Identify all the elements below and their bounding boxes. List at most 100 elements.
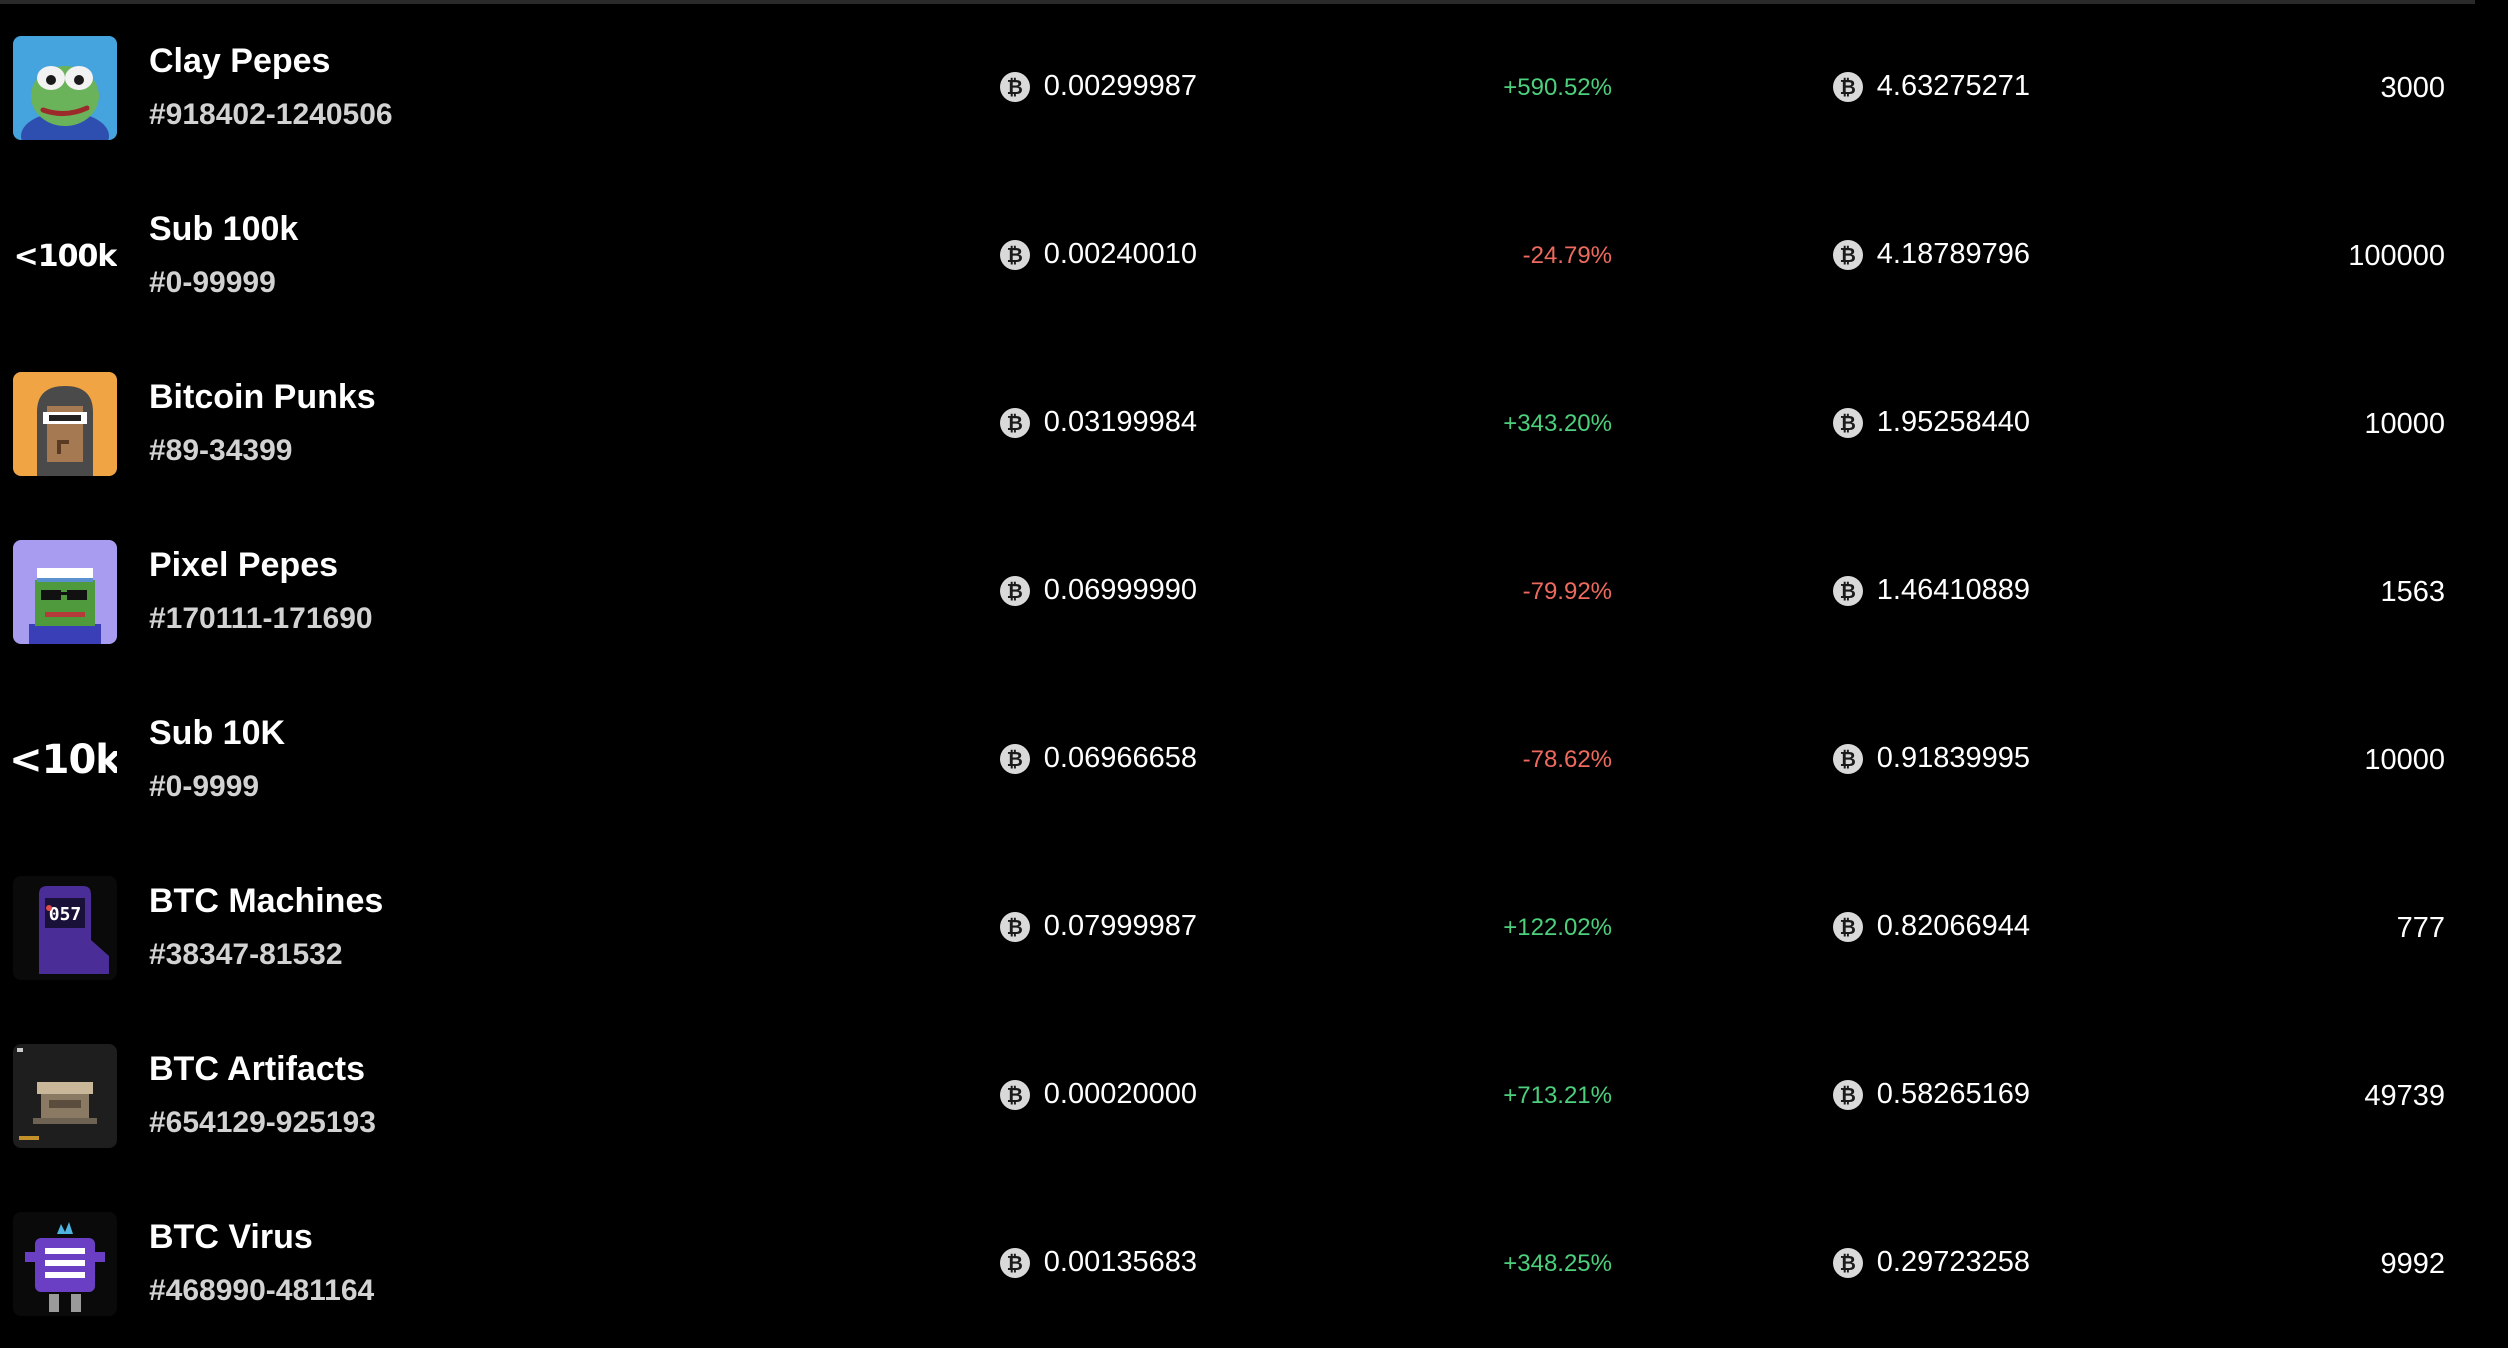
floor-price-value: 0.00299987 (1043, 70, 1197, 102)
supply: 10000 (2364, 408, 2445, 440)
volume: ₿ 1.46410889 (1832, 574, 2030, 607)
collection-row-btc-virus[interactable]: BTC Virus #468990-481164 ₿ 0.00135683 +3… (0, 1180, 2508, 1348)
floor-price-value: 0.06999990 (1043, 574, 1197, 606)
collection-name[interactable]: Clay Pepes (149, 42, 331, 80)
btc-artifact-image (13, 1044, 117, 1148)
btc-virus-thumbnail (13, 1212, 117, 1316)
collection-name[interactable]: BTC Virus (149, 1218, 313, 1256)
collection-name[interactable]: Bitcoin Punks (149, 378, 376, 416)
btc-coin-icon: ₿ (999, 1247, 1030, 1278)
volume: ₿ 0.91839995 (1832, 742, 2030, 775)
inscription-range: #170111-171690 (149, 602, 373, 635)
supply: 10000 (2364, 744, 2445, 776)
volume-value: 0.82066944 (1876, 910, 2030, 942)
collection-row-btc-machines[interactable]: 057 BTC Machines #38347-81532 ₿ 0.079999… (0, 844, 2508, 1012)
collection-name[interactable]: BTC Machines (149, 882, 384, 920)
price-change: -79.92% (1522, 578, 1612, 605)
floor-price: ₿ 0.00135683 (999, 1246, 1197, 1279)
inscription-range: #918402-1240506 (149, 98, 393, 131)
volume-value: 0.58265169 (1876, 1078, 2030, 1110)
btc-coin-icon: ₿ (999, 743, 1030, 774)
bitcoin-punk-image (13, 372, 117, 476)
volume: ₿ 0.82066944 (1832, 910, 2030, 943)
btc-coin-icon: ₿ (999, 407, 1030, 438)
supply: 100000 (2348, 240, 2445, 272)
price-change: +590.52% (1503, 74, 1612, 101)
top-divider (0, 0, 2475, 4)
price-change: +348.25% (1503, 1250, 1612, 1277)
supply: 49739 (2364, 1080, 2445, 1112)
volume-value: 1.46410889 (1876, 574, 2030, 606)
volume-value: 1.95258440 (1876, 406, 2030, 438)
volume: ₿ 4.63275271 (1832, 70, 2030, 103)
floor-price: ₿ 0.00020000 (999, 1078, 1197, 1111)
inscription-range: #89-34399 (149, 434, 293, 467)
supply: 1563 (2380, 576, 2445, 608)
volume-value: 0.91839995 (1876, 742, 2030, 774)
inscription-range: #654129-925193 (149, 1106, 376, 1139)
floor-price: ₿ 0.03199984 (999, 406, 1197, 439)
volume-value: 0.29723258 (1876, 1246, 2030, 1278)
volume-value: 4.63275271 (1876, 70, 2030, 102)
floor-price-value: 0.06966658 (1043, 742, 1197, 774)
pixel-pepe-thumbnail (13, 540, 117, 644)
volume: ₿ 0.58265169 (1832, 1078, 2030, 1111)
machine-number-label: 057 (49, 904, 82, 925)
supply: 9992 (2380, 1248, 2445, 1280)
pixel-pepe-image (13, 540, 117, 644)
btc-virus-image (13, 1212, 117, 1316)
floor-price: ₿ 0.06999990 (999, 574, 1197, 607)
btc-artifact-thumbnail (13, 1044, 117, 1148)
collection-name[interactable]: Sub 100k (149, 210, 299, 248)
price-change: +343.20% (1503, 410, 1612, 437)
bitcoin-punk-thumbnail (13, 372, 117, 476)
collection-name[interactable]: BTC Artifacts (149, 1050, 365, 1088)
floor-price-value: 0.00240010 (1043, 238, 1197, 270)
collection-row-clay-pepes[interactable]: Clay Pepes #918402-1240506 ₿ 0.00299987 … (0, 4, 2508, 172)
btc-coin-icon: ₿ (1832, 575, 1863, 606)
btc-coin-icon: ₿ (999, 71, 1030, 102)
btc-coin-icon: ₿ (999, 239, 1030, 270)
floor-price-value: 0.03199984 (1043, 406, 1197, 438)
volume-value: 4.18789796 (1876, 238, 2030, 270)
floor-price: ₿ 0.07999987 (999, 910, 1197, 943)
clay-pepe-image (13, 36, 117, 140)
volume: ₿ 1.95258440 (1832, 406, 2030, 439)
btc-machine-image: 057 (13, 876, 117, 980)
btc-coin-icon: ₿ (1832, 71, 1863, 102)
collection-row-sub-100k[interactable]: <100k Sub 100k #0-99999 ₿ 0.00240010 -24… (0, 172, 2508, 340)
btc-coin-icon: ₿ (1832, 1247, 1863, 1278)
price-change: +713.21% (1503, 1082, 1612, 1109)
btc-coin-icon: ₿ (999, 911, 1030, 942)
inscription-range: #0-99999 (149, 266, 276, 299)
floor-price-value: 0.00135683 (1043, 1246, 1197, 1278)
collection-row-pixel-pepes[interactable]: Pixel Pepes #170111-171690 ₿ 0.06999990 … (0, 508, 2508, 676)
collection-row-btc-artifacts[interactable]: BTC Artifacts #654129-925193 ₿ 0.0002000… (0, 1012, 2508, 1180)
btc-machine-thumbnail: 057 (13, 876, 117, 980)
btc-coin-icon: ₿ (999, 1079, 1030, 1110)
collection-row-bitcoin-punks[interactable]: Bitcoin Punks #89-34399 ₿ 0.03199984 +34… (0, 340, 2508, 508)
sub-10k-thumbnail: <10k (13, 737, 117, 783)
supply: 777 (2396, 912, 2445, 944)
floor-price: ₿ 0.00240010 (999, 238, 1197, 271)
floor-price-value: 0.00020000 (1043, 1078, 1197, 1110)
floor-price-value: 0.07999987 (1043, 910, 1197, 942)
volume: ₿ 4.18789796 (1832, 238, 2030, 271)
inscription-range: #468990-481164 (149, 1274, 375, 1307)
btc-coin-icon: ₿ (1832, 407, 1863, 438)
collection-name[interactable]: Sub 10K (149, 714, 286, 752)
volume: ₿ 0.29723258 (1832, 1246, 2030, 1279)
collection-row-sub-10k[interactable]: <10k Sub 10K #0-9999 ₿ 0.06966658 -78.62… (0, 676, 2508, 844)
collection-name[interactable]: Pixel Pepes (149, 546, 339, 584)
supply: 3000 (2380, 72, 2445, 104)
sub-100k-thumbnail: <100k (13, 238, 117, 274)
btc-coin-icon: ₿ (1832, 743, 1863, 774)
price-change: -78.62% (1522, 746, 1612, 773)
collections-table: Clay Pepes #918402-1240506 ₿ 0.00299987 … (0, 4, 2508, 1348)
floor-price: ₿ 0.06966658 (999, 742, 1197, 775)
clay-pepe-thumbnail (13, 36, 117, 140)
price-change: -24.79% (1522, 242, 1612, 269)
floor-price: ₿ 0.00299987 (999, 70, 1197, 103)
btc-coin-icon: ₿ (999, 575, 1030, 606)
btc-coin-icon: ₿ (1832, 1079, 1863, 1110)
